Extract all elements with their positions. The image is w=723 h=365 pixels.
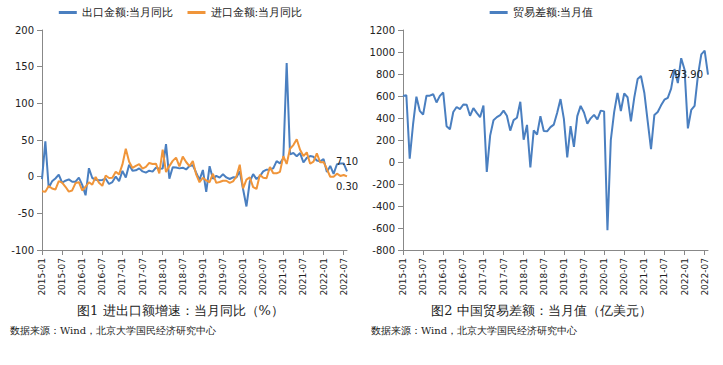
svg-text:7.10: 7.10 <box>336 156 358 167</box>
svg-text:2022-07: 2022-07 <box>700 258 710 296</box>
svg-text:2022-01: 2022-01 <box>319 258 329 296</box>
svg-text:2021-07: 2021-07 <box>298 258 308 296</box>
svg-text:2018-01: 2018-01 <box>519 258 529 296</box>
svg-text:2016-01: 2016-01 <box>438 258 448 296</box>
html-text:图2 中国贸易差额：当月值（亿美元）: 图2 中国贸易差额：当月值（亿美元） <box>431 303 652 318</box>
svg-text:2016-07: 2016-07 <box>97 258 107 296</box>
svg-text:0: 0 <box>389 157 395 168</box>
html-text:数据来源：Wind，北京大学国民经济研究中心: 数据来源：Wind，北京大学国民经济研究中心 <box>10 325 217 336</box>
svg-text:2015-01: 2015-01 <box>398 258 408 296</box>
svg-text:进口金额:当月同比: 进口金额:当月同比 <box>211 6 303 19</box>
svg-text:2021-01: 2021-01 <box>639 258 649 296</box>
svg-text:400: 400 <box>376 113 395 124</box>
svg-text:2017-01: 2017-01 <box>117 258 127 296</box>
html-text:图1 进出口额增速：当月同比（%）: 图1 进出口额增速：当月同比（%） <box>77 303 284 318</box>
svg-text:2018-01: 2018-01 <box>158 258 168 296</box>
svg-text:-50: -50 <box>18 208 34 219</box>
svg-text:-600: -600 <box>372 223 395 234</box>
svg-text:793.90: 793.90 <box>668 69 703 80</box>
svg-text:2018-07: 2018-07 <box>178 258 188 296</box>
svg-text:出口金额:当月同比: 出口金额:当月同比 <box>82 6 174 19</box>
svg-text:800: 800 <box>376 69 395 80</box>
svg-text:2017-07: 2017-07 <box>138 258 148 296</box>
svg-text:200: 200 <box>376 135 395 146</box>
svg-text:2020-07: 2020-07 <box>619 258 629 296</box>
svg-text:1000: 1000 <box>370 47 395 58</box>
svg-text:2020-01: 2020-01 <box>599 258 609 296</box>
svg-text:2015-07: 2015-07 <box>418 258 428 296</box>
svg-text:150: 150 <box>15 61 34 72</box>
svg-text:-200: -200 <box>372 179 395 190</box>
svg-text:2020-07: 2020-07 <box>258 258 268 296</box>
html-text:数据来源：Wind，北京大学国民经济研究中心: 数据来源：Wind，北京大学国民经济研究中心 <box>371 325 578 336</box>
svg-text:-100: -100 <box>11 245 34 256</box>
svg-text:600: 600 <box>376 91 395 102</box>
svg-text:2016-01: 2016-01 <box>77 258 87 296</box>
svg-text:2019-07: 2019-07 <box>218 258 228 296</box>
svg-text:-400: -400 <box>372 201 395 212</box>
svg-text:2016-07: 2016-07 <box>458 258 468 296</box>
svg-text:贸易差额:当月值: 贸易差额:当月值 <box>513 6 594 19</box>
svg-text:2018-07: 2018-07 <box>539 258 549 296</box>
svg-text:2017-07: 2017-07 <box>499 258 509 296</box>
svg-text:2019-07: 2019-07 <box>579 258 589 296</box>
svg-text:2022-01: 2022-01 <box>680 258 690 296</box>
svg-text:0.30: 0.30 <box>336 181 358 192</box>
svg-text:100: 100 <box>15 98 34 109</box>
svg-text:2015-01: 2015-01 <box>37 258 47 296</box>
svg-text:2019-01: 2019-01 <box>198 258 208 296</box>
svg-text:-800: -800 <box>372 245 395 256</box>
svg-text:50: 50 <box>21 135 34 146</box>
svg-text:0: 0 <box>28 171 34 182</box>
svg-text:2021-07: 2021-07 <box>659 258 669 296</box>
svg-text:2022-07: 2022-07 <box>339 258 349 296</box>
svg-text:2019-01: 2019-01 <box>559 258 569 296</box>
svg-text:2021-01: 2021-01 <box>278 258 288 296</box>
svg-text:2015-07: 2015-07 <box>57 258 67 296</box>
svg-text:2020-01: 2020-01 <box>238 258 248 296</box>
svg-text:1200: 1200 <box>370 25 395 36</box>
svg-text:200: 200 <box>15 25 34 36</box>
svg-text:2017-01: 2017-01 <box>478 258 488 296</box>
